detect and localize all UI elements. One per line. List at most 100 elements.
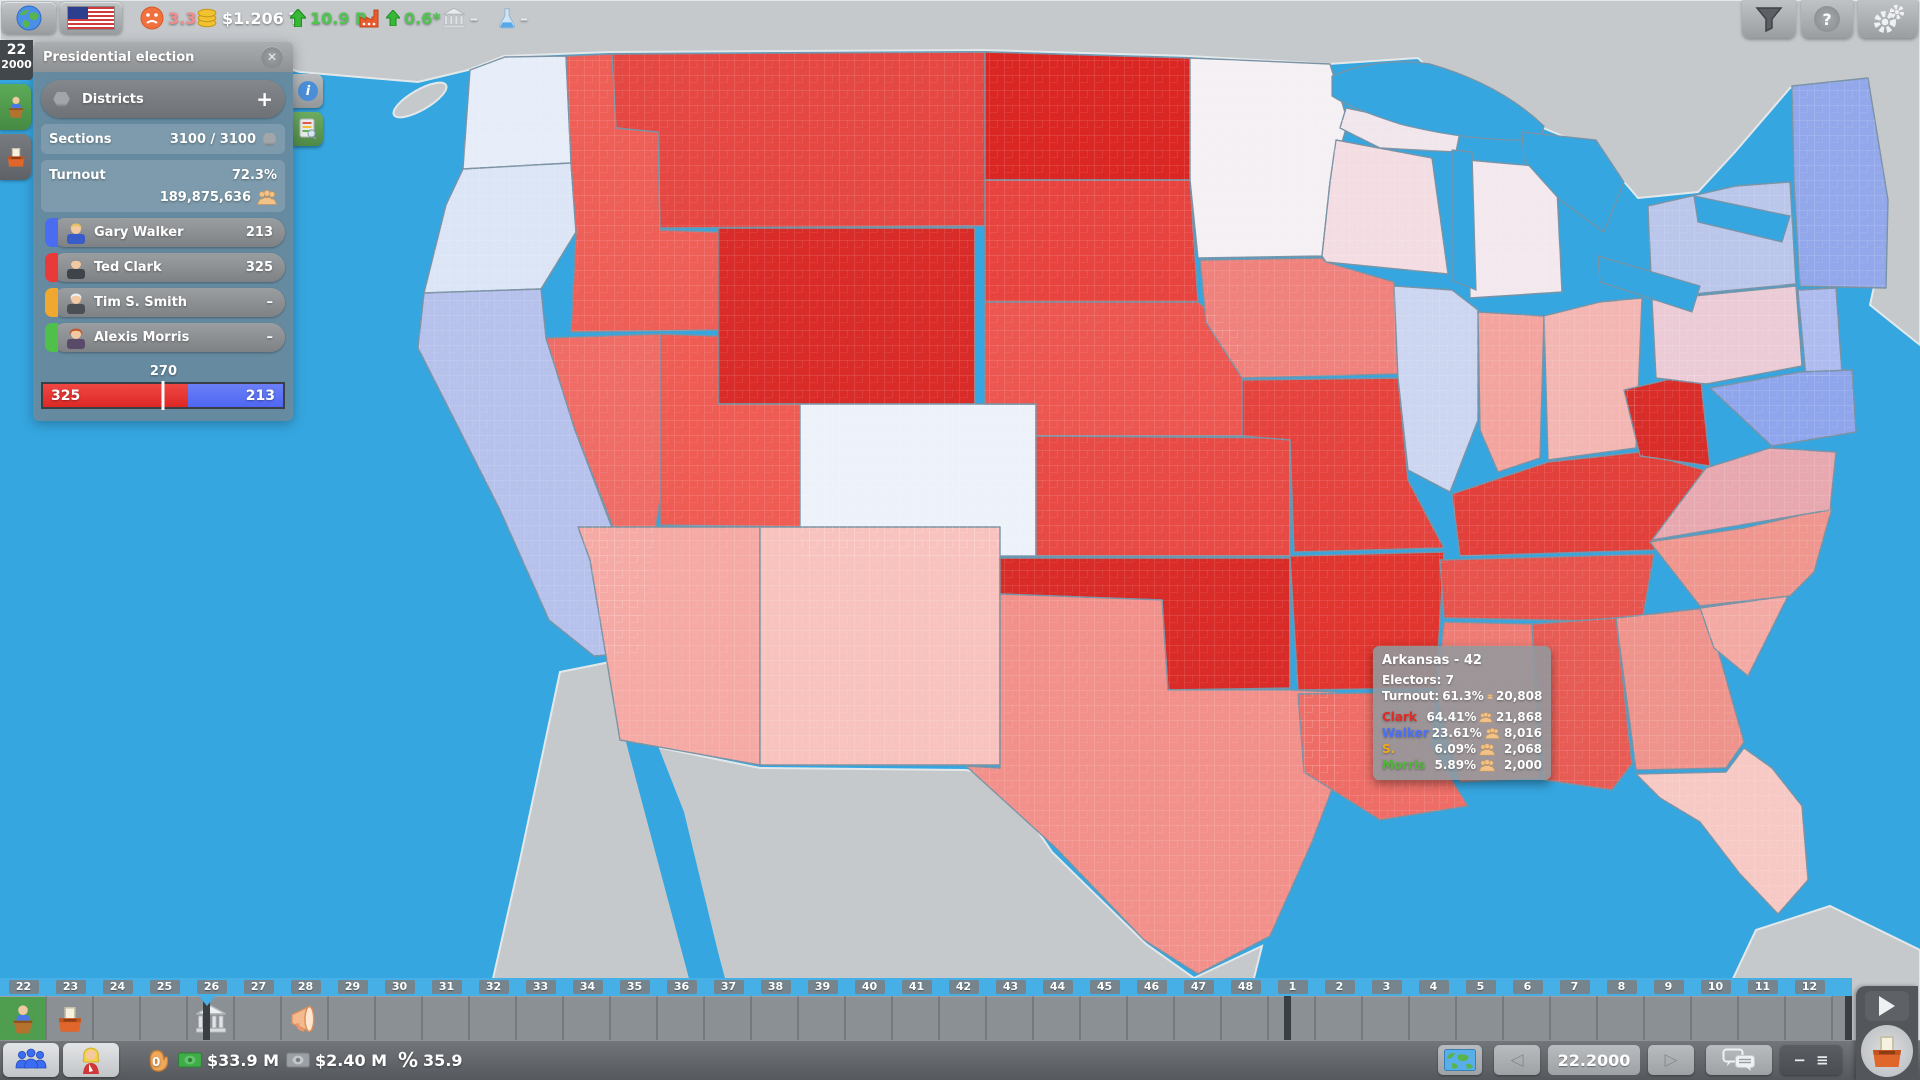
- timeline-cell-7[interactable]: [1551, 996, 1598, 1040]
- timeline-week-40[interactable]: 40: [846, 978, 893, 996]
- timeline-cell-43[interactable]: [987, 996, 1034, 1040]
- candidate-row-clark[interactable]: Ted Clark 325: [45, 253, 285, 282]
- timeline-cell-45[interactable]: [1081, 996, 1128, 1040]
- timeline-week-11[interactable]: 11: [1739, 978, 1786, 996]
- timeline-cell-41[interactable]: [893, 996, 940, 1040]
- timeline-cell-38[interactable]: [752, 996, 799, 1040]
- timeline-week-1[interactable]: 1: [1269, 978, 1316, 996]
- candidate-row-morris[interactable]: Alexis Morris –: [45, 323, 285, 352]
- timeline-cell-25[interactable]: [141, 996, 188, 1040]
- timeline-week-36[interactable]: 36: [658, 978, 705, 996]
- country-flag-button[interactable]: [60, 2, 122, 34]
- timeline-cell-47[interactable]: [1175, 996, 1222, 1040]
- candidate-row-walker[interactable]: Gary Walker 213: [45, 218, 285, 247]
- timeline-cell-46[interactable]: [1128, 996, 1175, 1040]
- timeline-week-33[interactable]: 33: [517, 978, 564, 996]
- state-south-dakota[interactable]: [984, 179, 1199, 303]
- play-button[interactable]: [1865, 991, 1909, 1021]
- timeline-week-6[interactable]: 6: [1504, 978, 1551, 996]
- timeline-cell-6[interactable]: [1504, 996, 1551, 1040]
- timeline-cell-37[interactable]: [705, 996, 752, 1040]
- results-report-button[interactable]: [293, 112, 323, 146]
- sections-toggle-icon[interactable]: [262, 132, 277, 146]
- timeline-week-8[interactable]: 8: [1598, 978, 1645, 996]
- actions-stat[interactable]: 0: [146, 1047, 168, 1073]
- timeline-week-4[interactable]: 4: [1410, 978, 1457, 996]
- timeline-cell-42[interactable]: [940, 996, 987, 1040]
- state-wisconsin[interactable]: [1321, 139, 1449, 275]
- timeline-week-30[interactable]: 30: [376, 978, 423, 996]
- election-mode-button[interactable]: [1861, 1025, 1913, 1077]
- timeline-cell-1[interactable]: [1269, 996, 1316, 1040]
- timeline-cell-23[interactable]: [47, 996, 94, 1040]
- world-view-button[interactable]: [2, 2, 56, 34]
- timeline-cell-48[interactable]: [1222, 996, 1269, 1040]
- politician-portrait-button[interactable]: [63, 1043, 119, 1077]
- candidate-row-smith[interactable]: Tim S. Smith –: [45, 288, 285, 317]
- timeline-week-46[interactable]: 46: [1128, 978, 1175, 996]
- timeline-cell-33[interactable]: [517, 996, 564, 1040]
- growth-stat[interactable]: 10.9 B: [290, 5, 367, 31]
- timeline-cell-32[interactable]: [470, 996, 517, 1040]
- timeline-week-35[interactable]: 35: [611, 978, 658, 996]
- timeline-cell-28[interactable]: [282, 996, 329, 1040]
- world-map-button[interactable]: [1438, 1045, 1482, 1075]
- settings-button[interactable]: [1858, 0, 1918, 38]
- timeline-week-22[interactable]: 22: [0, 978, 47, 996]
- state-indiana[interactable]: [1477, 311, 1545, 473]
- timeline-week-45[interactable]: 45: [1081, 978, 1128, 996]
- timeline-week-41[interactable]: 41: [893, 978, 940, 996]
- speech-window-tab[interactable]: [0, 84, 31, 130]
- timeline-cells[interactable]: [0, 996, 1852, 1040]
- timeline-week-9[interactable]: 9: [1645, 978, 1692, 996]
- prev-week-button[interactable]: ◁: [1494, 1045, 1540, 1075]
- districts-toggle-row[interactable]: Districts +: [41, 80, 285, 118]
- timeline-cell-8[interactable]: [1598, 996, 1645, 1040]
- timeline-cell-24[interactable]: [94, 996, 141, 1040]
- state-wyoming[interactable]: [717, 227, 976, 405]
- treasury-stat[interactable]: $1.206 T: [196, 5, 300, 31]
- state-minnesota[interactable]: [1189, 57, 1349, 259]
- state-new-mexico[interactable]: [759, 526, 1001, 766]
- poll-percent-stat[interactable]: % 35.9: [398, 1047, 463, 1073]
- list-collapse-button[interactable]: − ≡: [1780, 1045, 1842, 1075]
- timeline-cell-44[interactable]: [1034, 996, 1081, 1040]
- timeline-week-12[interactable]: 12: [1786, 978, 1833, 996]
- timeline-week-44[interactable]: 44: [1034, 978, 1081, 996]
- timeline-cell-12[interactable]: [1786, 996, 1833, 1040]
- close-icon[interactable]: ✕: [261, 46, 283, 68]
- filter-button[interactable]: [1742, 0, 1796, 38]
- population-button[interactable]: [3, 1043, 59, 1077]
- info-button[interactable]: i: [293, 74, 323, 108]
- timeline-week-37[interactable]: 37: [705, 978, 752, 996]
- timeline-week-7[interactable]: 7: [1551, 978, 1598, 996]
- timeline-week-23[interactable]: 23: [47, 978, 94, 996]
- timeline-cell-34[interactable]: [564, 996, 611, 1040]
- timeline-cell-30[interactable]: [376, 996, 423, 1040]
- state-iowa[interactable]: [1199, 257, 1399, 379]
- timeline-week-28[interactable]: 28: [282, 978, 329, 996]
- messages-button[interactable]: [1706, 1045, 1772, 1075]
- industry-stat[interactable]: 0.6*: [358, 5, 441, 31]
- timeline-week-42[interactable]: 42: [940, 978, 987, 996]
- science-stat[interactable]: –: [498, 5, 528, 31]
- timeline-week-10[interactable]: 10: [1692, 978, 1739, 996]
- government-stat[interactable]: –: [442, 5, 478, 31]
- timeline-cell-9[interactable]: [1645, 996, 1692, 1040]
- timeline-cell-2[interactable]: [1316, 996, 1363, 1040]
- timeline-cell-22[interactable]: [0, 996, 47, 1040]
- timeline-cell-29[interactable]: [329, 996, 376, 1040]
- timeline-week-32[interactable]: 32: [470, 978, 517, 996]
- timeline-week-47[interactable]: 47: [1175, 978, 1222, 996]
- timeline-cell-36[interactable]: [658, 996, 705, 1040]
- state-washington[interactable]: [462, 55, 572, 170]
- timeline-week-2[interactable]: 2: [1316, 978, 1363, 996]
- timeline-cell-35[interactable]: [611, 996, 658, 1040]
- panel-header[interactable]: Presidential election ✕: [33, 42, 293, 72]
- timeline-cell-31[interactable]: [423, 996, 470, 1040]
- state-new-england[interactable]: [1791, 77, 1889, 289]
- state-tennessee[interactable]: [1439, 553, 1655, 623]
- timeline-week-25[interactable]: 25: [141, 978, 188, 996]
- timeline-cell-39[interactable]: [799, 996, 846, 1040]
- timeline-cell-10[interactable]: [1692, 996, 1739, 1040]
